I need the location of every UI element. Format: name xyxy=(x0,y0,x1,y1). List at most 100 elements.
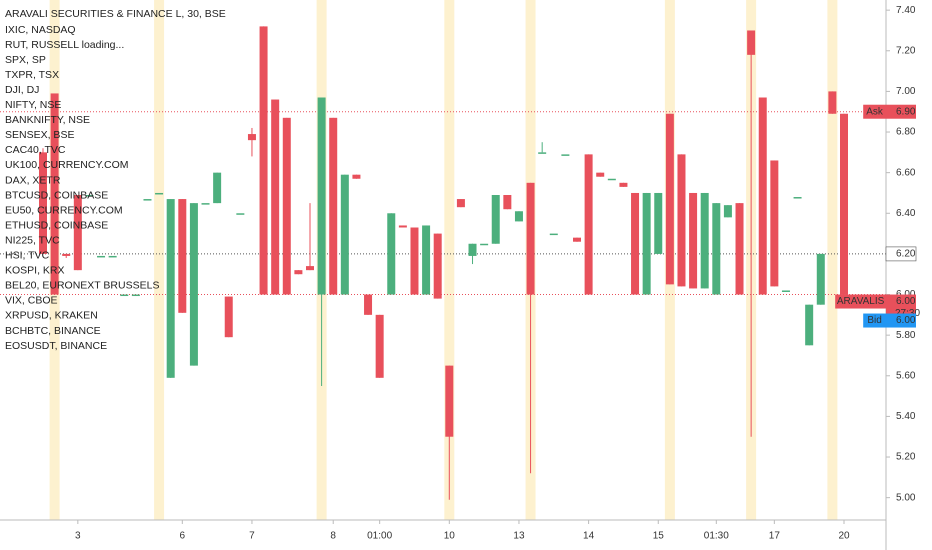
price-tag-name: ARAVALIS xyxy=(837,296,885,307)
chart-title: ARAVALI SECURITIES & FINANCE L, 30, BSE xyxy=(5,8,226,20)
candle-body xyxy=(619,182,628,187)
candle-body xyxy=(642,192,651,295)
candle-body xyxy=(155,192,164,195)
candle-body xyxy=(665,113,674,285)
candle-body xyxy=(282,117,291,295)
candle-body xyxy=(201,203,210,205)
candle-body xyxy=(503,195,512,210)
candle-body xyxy=(189,203,198,366)
symbol-label: UK100, CURRENCY.COM xyxy=(5,159,129,171)
candle-body xyxy=(654,192,663,254)
symbol-label: ETHUSD, COINBASE xyxy=(5,219,108,231)
candle-body xyxy=(712,203,721,295)
candle-body xyxy=(259,26,268,295)
candle-body xyxy=(514,211,523,222)
candle-body xyxy=(805,304,814,346)
symbol-label: VIX, CBOE xyxy=(5,295,58,307)
price-tag xyxy=(885,246,917,262)
candle-body xyxy=(97,255,106,258)
x-tick-label: 13 xyxy=(513,531,525,542)
symbol-label: BTCUSD, COINBASE xyxy=(5,189,108,201)
candle-body xyxy=(387,213,396,295)
y-tick-label: 5.60 xyxy=(896,370,916,381)
x-tick-label: 3 xyxy=(75,531,81,542)
symbol-label: HSI, TVC xyxy=(5,250,50,262)
candle-body xyxy=(480,243,489,246)
candle-body xyxy=(213,172,222,204)
price-tag xyxy=(886,104,916,119)
price-tag-label: 6.00 xyxy=(896,296,916,307)
y-tick-label: 5.00 xyxy=(896,492,916,503)
x-tick-label: 8 xyxy=(330,531,336,542)
y-tick-label: 7.20 xyxy=(896,45,916,56)
symbol-label: SENSEX, BSE xyxy=(5,129,74,141)
candle-body xyxy=(340,174,349,295)
candle-body xyxy=(538,152,547,154)
candle-body xyxy=(73,195,82,271)
candle-body xyxy=(747,30,756,55)
candle-body xyxy=(584,154,593,295)
candle-body xyxy=(375,314,384,378)
symbol-label: DJI, DJ xyxy=(5,84,39,96)
candle-body xyxy=(793,197,802,199)
candle-body xyxy=(561,154,570,156)
candle-body xyxy=(433,233,442,299)
candle-body xyxy=(700,192,709,289)
symbol-label: CAC40, TVC xyxy=(5,144,66,156)
price-tag xyxy=(886,313,916,328)
candle-body xyxy=(352,174,361,179)
x-tick-label: 6 xyxy=(180,531,186,542)
candle-body xyxy=(735,203,744,295)
candle-body xyxy=(39,152,47,254)
candle-body xyxy=(781,290,790,292)
symbol-label: BEL20, EURONEXT BRUSSELS xyxy=(5,280,159,292)
symbol-label: DAX, XETR xyxy=(5,174,61,186)
symbol-label: NIFTY, NSE xyxy=(5,99,61,111)
candle-body xyxy=(770,160,779,287)
candle-body xyxy=(526,182,535,295)
candle-body xyxy=(120,294,129,297)
candle-body xyxy=(828,91,837,114)
candle-body xyxy=(398,225,407,228)
symbol-label: KOSPI, KRX xyxy=(5,265,65,277)
price-tag-label: 6.90 xyxy=(896,106,916,117)
candle-body xyxy=(62,253,71,256)
candle-body xyxy=(294,270,303,275)
candle-body xyxy=(306,266,314,271)
candle-body xyxy=(491,195,500,244)
price-tag-name-box xyxy=(863,313,886,328)
candle-body xyxy=(607,178,616,181)
y-tick-label: 5.80 xyxy=(896,330,916,341)
candle-body xyxy=(143,199,152,201)
x-tick-label: 20 xyxy=(838,531,850,542)
candle-body xyxy=(677,154,686,287)
candle-body xyxy=(178,199,187,313)
candle-body xyxy=(573,237,581,242)
session-highlight xyxy=(154,0,165,520)
y-tick-label: 7.00 xyxy=(896,86,916,97)
candle-body xyxy=(166,199,175,378)
candle-body xyxy=(108,255,117,258)
candle-body xyxy=(549,233,558,236)
candle-body xyxy=(758,97,767,295)
x-tick-label: 17 xyxy=(769,531,781,542)
symbol-label: BANKNIFTY, NSE xyxy=(5,114,90,126)
x-tick-label: 10 xyxy=(444,531,456,542)
x-tick-label: 15 xyxy=(653,531,665,542)
x-tick-label: 01:30 xyxy=(704,531,729,542)
symbol-label: NI225, TVC xyxy=(5,234,60,246)
price-tag-label: 6.20 xyxy=(896,249,916,260)
y-tick-label: 6.80 xyxy=(896,127,916,138)
candle-body xyxy=(445,365,454,437)
symbol-label: SPX, SP xyxy=(5,54,46,66)
candle-body xyxy=(85,195,94,197)
candle-body xyxy=(631,192,640,295)
y-tick-label: 5.40 xyxy=(896,411,916,422)
candle-body xyxy=(689,192,698,289)
candle-body xyxy=(840,113,848,295)
symbol-label: XRPUSD, KRAKEN xyxy=(5,310,98,322)
symbol-label: RUT, RUSSELL loading... xyxy=(5,39,124,51)
session-highlight xyxy=(827,0,838,520)
candle-body xyxy=(468,243,477,256)
